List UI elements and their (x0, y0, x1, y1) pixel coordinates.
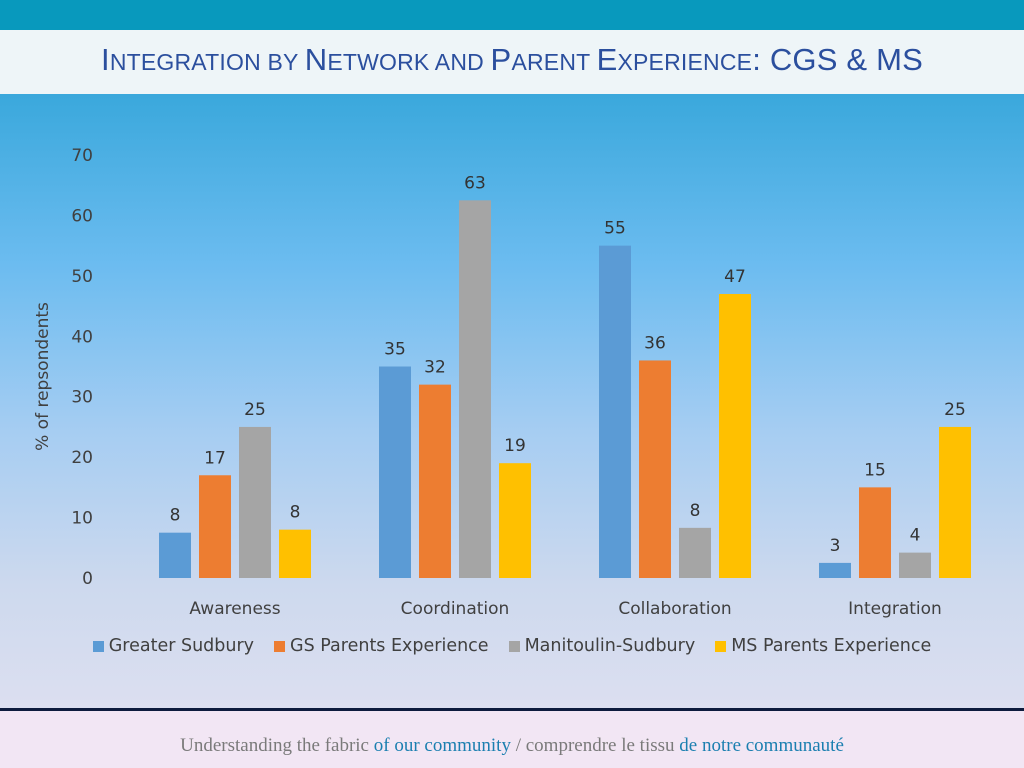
bar (199, 475, 231, 578)
data-label: 25 (944, 400, 966, 420)
legend-swatch (92, 640, 104, 652)
y-tick-label: 10 (71, 509, 93, 529)
bar (939, 426, 971, 578)
data-label: 63 (464, 173, 486, 193)
title-part: NTEGRATION BY (109, 49, 305, 75)
footer-divider (0, 708, 1024, 711)
bar (239, 426, 271, 578)
title-part: I (100, 42, 110, 77)
data-label: 3 (830, 536, 841, 556)
y-tick-label: 20 (71, 448, 93, 468)
y-tick-label: 30 (71, 388, 93, 408)
bar (459, 200, 491, 579)
legend-swatch (715, 640, 727, 652)
bar (639, 360, 671, 578)
bar (159, 532, 191, 578)
category-label: Collaboration (618, 599, 731, 619)
title-part: ARENT (511, 49, 597, 75)
data-label: 8 (290, 503, 301, 523)
slide-body (0, 94, 1024, 708)
bar (899, 552, 931, 578)
footer-band (0, 711, 1024, 768)
legend-label: Greater Sudbury (108, 636, 255, 656)
legend-swatch (508, 640, 520, 652)
data-label: 36 (644, 333, 666, 353)
data-label: 32 (424, 358, 446, 378)
title-band (0, 30, 1024, 94)
y-axis-label: % of repsondents (33, 302, 53, 451)
title-part: E (596, 42, 618, 77)
footer-text-part3: / comprendre le tissu (510, 735, 680, 756)
title-part: XPERIENCE (617, 49, 753, 75)
bar (719, 293, 751, 578)
data-label: 55 (604, 219, 626, 239)
title-part: N (304, 42, 328, 77)
footer-tagline: Understanding the fabric of our communit… (0, 735, 1024, 757)
slide-title: INTEGRATION BY NETWORK AND PARENT EXPERI… (0, 42, 1024, 78)
y-tick-label: 60 (71, 206, 93, 226)
legend-item: Manitoulin-Sudbury (508, 636, 696, 656)
bar (279, 529, 311, 578)
y-tick-label: 40 (71, 327, 93, 347)
category-label: Coordination (401, 599, 510, 619)
y-tick-label: 70 (71, 146, 93, 166)
data-label: 47 (724, 267, 746, 287)
bar-chart: 0 10 20 30 40 50 60 70 % of repsondents 8 17 25 8 Awa… (33, 146, 971, 619)
footer-text-part1: Understanding the fabric (180, 735, 374, 756)
data-label: 25 (244, 400, 266, 420)
title-part: P (490, 42, 512, 77)
title-part: ETWORK AND (327, 49, 491, 75)
title-part: : CGS & MS (752, 42, 924, 77)
legend-item: Greater Sudbury (92, 636, 255, 656)
bar (419, 384, 451, 578)
bar (599, 245, 631, 578)
footer-text-part2: of our community (373, 735, 511, 756)
category-label: Integration (848, 599, 942, 619)
bar (379, 366, 411, 578)
bar (819, 562, 851, 578)
data-label: 17 (204, 448, 226, 468)
bar (499, 463, 531, 578)
data-label: 19 (504, 436, 526, 456)
bar (679, 527, 711, 578)
data-label: 8 (690, 501, 701, 521)
legend-label: GS Parents Experience (290, 636, 489, 656)
chart-legend: Greater Sudbury GS Parents Experience Mani… (0, 636, 1024, 656)
y-tick-label: 50 (71, 267, 93, 287)
data-label: 8 (170, 506, 181, 526)
data-label: 35 (384, 340, 406, 360)
y-tick-label: 0 (82, 569, 93, 589)
footer-text-part4: de notre communauté (679, 735, 844, 756)
top-accent-bar (0, 0, 1024, 30)
category-label: Awareness (189, 599, 280, 619)
data-label: 4 (910, 526, 921, 546)
legend-item: GS Parents Experience (274, 636, 489, 656)
data-label: 15 (864, 460, 886, 480)
legend-item: MS Parents Experience (715, 636, 931, 656)
legend-label: MS Parents Experience (731, 636, 932, 656)
bar (859, 487, 891, 578)
legend-swatch (274, 640, 286, 652)
legend-label: Manitoulin-Sudbury (524, 636, 696, 656)
